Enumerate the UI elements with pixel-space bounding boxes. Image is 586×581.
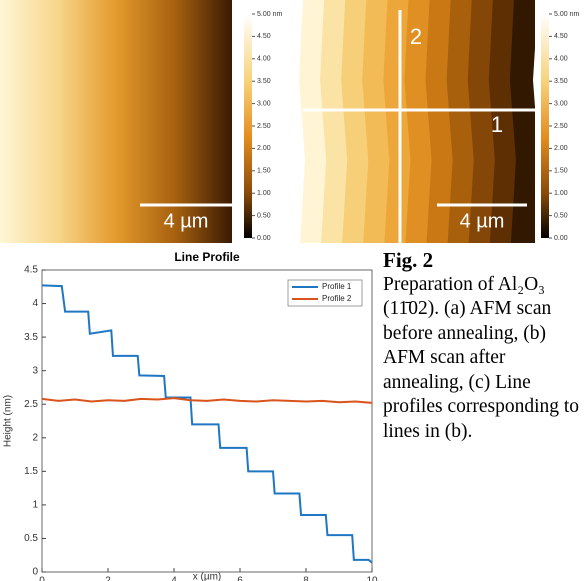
terrace xyxy=(425,0,455,243)
legend-label: Profile 2 xyxy=(322,294,352,303)
terrace xyxy=(299,0,329,243)
caption-label: Fig. 2 xyxy=(383,248,434,272)
plot-frame xyxy=(41,269,373,573)
x-tick-label: 6 xyxy=(237,576,243,581)
y-tick-label: 3.5 xyxy=(24,332,38,343)
colorbar-tick-label: 1.00 xyxy=(554,190,568,197)
profile-line xyxy=(41,284,373,564)
scale-bar-label: 4 µm xyxy=(164,210,209,232)
x-tick-label: 8 xyxy=(303,576,309,581)
chart-title: Line Profile xyxy=(174,250,240,264)
colorbar-tick-label: 3.50 xyxy=(257,78,271,85)
colorbar-tick-label: 5.00 nm xyxy=(554,11,579,18)
colorbar-tick-label: 5.00 nm xyxy=(257,11,282,18)
terrace xyxy=(320,0,350,243)
colorbar-b xyxy=(541,14,549,238)
x-tick-label: 4 xyxy=(171,576,177,581)
colorbar-a xyxy=(244,14,252,238)
terrace xyxy=(362,0,392,243)
y-tick-label: 0 xyxy=(32,567,38,578)
colorbar-tick-label: 3.00 xyxy=(554,100,568,107)
colorbar-tick-label: 1.00 xyxy=(257,190,271,197)
terrace xyxy=(509,0,539,243)
legend-label: Profile 1 xyxy=(322,282,352,291)
terrace xyxy=(467,0,497,243)
colorbar-tick-label: 2.00 xyxy=(554,145,568,152)
legend-box xyxy=(287,279,363,307)
colorbar-tick-label: 4.50 xyxy=(257,33,271,40)
terrace xyxy=(488,0,518,243)
y-tick-label: 1 xyxy=(32,500,38,511)
y-tick-label: 4.5 xyxy=(24,265,38,276)
caption-text: Preparation of Al₂O₃ (11̄02). (a) AFM sc… xyxy=(383,273,580,442)
caption: Fig. 2 Preparation of Al₂O₃ (11̄02). (a)… xyxy=(383,248,583,444)
line-label: 1 xyxy=(491,112,503,137)
colorbar-tick-label: 0.50 xyxy=(257,212,271,219)
x-axis-label: x (µm) xyxy=(193,572,222,581)
colorbar-tick-label: 2.00 xyxy=(257,145,271,152)
colorbar-tick-label: 2.50 xyxy=(554,123,568,130)
y-tick-label: 2.5 xyxy=(24,399,38,410)
colorbar-tick-label: 4.50 xyxy=(554,33,568,40)
line-label: 2 xyxy=(410,24,422,49)
x-tick-label: 0 xyxy=(39,576,45,581)
colorbar-tick-label: 0.50 xyxy=(554,212,568,219)
colorbar-tick-label: 2.50 xyxy=(257,123,271,130)
terrace xyxy=(341,0,371,243)
terrace xyxy=(383,0,413,243)
y-tick-label: 4 xyxy=(32,298,38,309)
colorbar-tick-label: 3.50 xyxy=(554,78,568,85)
colorbar-tick-label: 4.00 xyxy=(257,56,271,63)
scale-bar-label: 4 µm xyxy=(460,210,505,232)
profile-line xyxy=(41,397,373,404)
colorbar-tick-label: 1.50 xyxy=(257,168,271,175)
colorbar-tick-label: 0.00 xyxy=(257,235,271,242)
y-axis-label: Height (nm) xyxy=(3,395,14,447)
terrace xyxy=(404,0,434,243)
colorbar-tick-label: 3.00 xyxy=(257,100,271,107)
x-tick-label: 10 xyxy=(366,576,378,581)
y-tick-label: 1.5 xyxy=(24,466,38,477)
colorbar-tick-label: 4.00 xyxy=(554,56,568,63)
y-tick-label: 0.5 xyxy=(24,533,38,544)
colorbar-tick-label: 0.00 xyxy=(554,235,568,242)
colorbar-tick-label: 1.50 xyxy=(554,168,568,175)
afm-image-a xyxy=(0,0,232,243)
x-tick-label: 2 xyxy=(105,576,111,581)
y-tick-label: 3 xyxy=(32,365,38,376)
y-tick-label: 2 xyxy=(32,432,38,443)
image-edge xyxy=(535,0,539,243)
afm-image-b xyxy=(299,0,539,243)
terrace xyxy=(446,0,476,243)
